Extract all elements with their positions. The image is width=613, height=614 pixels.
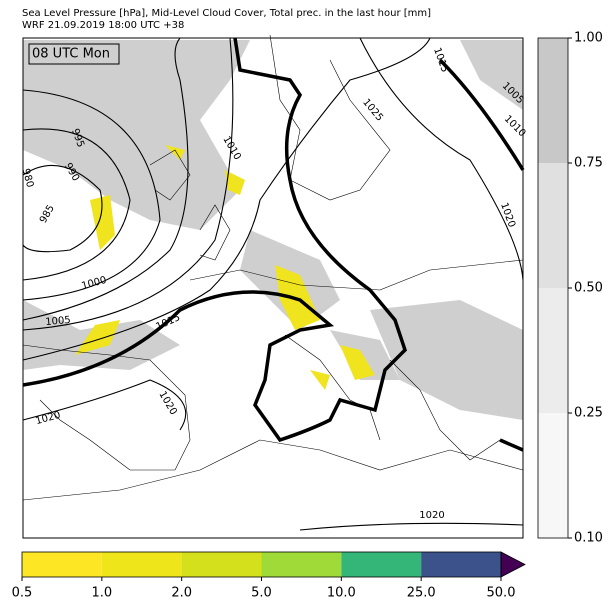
- title: Sea Level Pressure [hPa], Mid-Level Clou…: [22, 8, 431, 19]
- tick-label: 1.00: [574, 31, 603, 46]
- precip-color-segment: [341, 552, 422, 577]
- tick-label: 50.0: [487, 586, 516, 601]
- tick-label: 0.10: [574, 531, 603, 546]
- time-label: 08 UTC Mon: [32, 47, 110, 62]
- tick-label: 0.25: [574, 406, 603, 421]
- precip-over-arrow: [500, 551, 526, 578]
- tick-label: 1.0: [91, 586, 112, 601]
- tick-label: 0.5: [12, 586, 33, 601]
- tick-label: 5.0: [251, 586, 272, 601]
- isobar-1015: [22, 37, 525, 452]
- subtitle: WRF 21.09.2019 18:00 UTC +38: [22, 20, 184, 31]
- coastlines: [22, 34, 524, 501]
- tick-label: 25.0: [407, 586, 436, 601]
- time-label-box: [28, 43, 120, 65]
- tick-label: 2.0: [171, 586, 192, 601]
- cloud-color-segment: [538, 288, 568, 413]
- contour-label: 980: [20, 167, 36, 188]
- precip-areas: [75, 145, 375, 390]
- precip-color-segment: [181, 552, 262, 577]
- precip-color-segment: [101, 552, 182, 577]
- tick-label: 0.50: [574, 281, 603, 296]
- map-frame: [22, 37, 524, 539]
- isobars: [22, 37, 524, 531]
- cloud-color-segment: [538, 163, 568, 288]
- cloud-color-segment: [538, 38, 568, 163]
- precip-color-segment: [22, 552, 102, 577]
- precip-color-segment: [421, 552, 501, 577]
- cloud-color-segment: [538, 413, 568, 538]
- tick-label: 10.0: [327, 586, 356, 601]
- contour-label: 1005: [45, 315, 71, 328]
- tick-label: 0.75: [574, 156, 603, 171]
- precip-color-segment: [261, 552, 342, 577]
- contour-label: 1020: [419, 510, 444, 521]
